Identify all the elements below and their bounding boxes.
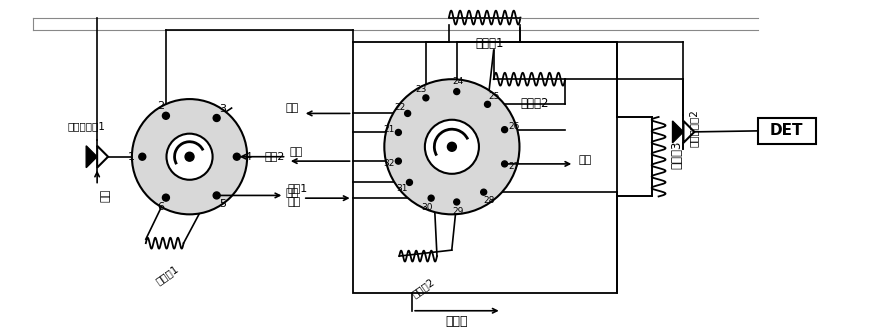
- Text: 32: 32: [383, 159, 394, 168]
- Circle shape: [395, 129, 401, 135]
- Circle shape: [501, 127, 508, 133]
- Circle shape: [425, 120, 479, 174]
- Circle shape: [162, 112, 169, 119]
- Text: 29: 29: [452, 208, 463, 216]
- Circle shape: [405, 111, 411, 117]
- Text: 28: 28: [484, 196, 495, 205]
- Text: 24: 24: [452, 77, 463, 86]
- Circle shape: [132, 99, 247, 214]
- Text: 30: 30: [422, 203, 433, 212]
- Text: 出口: 出口: [286, 104, 299, 114]
- Circle shape: [234, 153, 241, 160]
- Circle shape: [162, 194, 169, 201]
- Circle shape: [213, 115, 220, 122]
- Circle shape: [428, 195, 434, 201]
- Circle shape: [139, 153, 146, 160]
- Text: 1: 1: [128, 152, 135, 162]
- Circle shape: [501, 161, 508, 167]
- Text: 3: 3: [220, 104, 227, 114]
- Circle shape: [423, 95, 429, 101]
- Text: 23: 23: [416, 85, 427, 94]
- Text: 22: 22: [394, 103, 405, 112]
- Text: 4: 4: [244, 152, 251, 162]
- Text: 6: 6: [157, 202, 164, 212]
- Circle shape: [453, 89, 460, 95]
- Polygon shape: [672, 121, 684, 143]
- Circle shape: [395, 158, 401, 164]
- Text: 样品2: 样品2: [264, 151, 285, 161]
- Text: 样品1: 样品1: [287, 184, 308, 194]
- Circle shape: [453, 199, 460, 205]
- Text: 载气: 载气: [100, 189, 110, 202]
- Text: 入口: 入口: [286, 188, 299, 198]
- Text: 三通截止阀2: 三通截止阀2: [688, 109, 698, 147]
- Bar: [352, 42, 617, 293]
- Text: 21: 21: [383, 125, 394, 134]
- Circle shape: [485, 101, 491, 107]
- Text: 辅助气: 辅助气: [446, 315, 468, 328]
- Circle shape: [447, 142, 456, 151]
- Text: 2: 2: [157, 101, 164, 111]
- Text: 入口: 入口: [290, 147, 303, 157]
- Text: 25: 25: [488, 92, 500, 101]
- Circle shape: [167, 134, 213, 180]
- Text: 定量管1: 定量管1: [153, 263, 180, 286]
- Text: 色谱柱2: 色谱柱2: [520, 97, 548, 110]
- Text: 26: 26: [508, 122, 520, 131]
- Circle shape: [385, 79, 520, 214]
- Circle shape: [480, 189, 487, 195]
- Circle shape: [406, 179, 412, 185]
- Text: 定量管2: 定量管2: [410, 276, 436, 299]
- Text: 三通截止阀1: 三通截止阀1: [67, 121, 106, 131]
- Bar: [758, 118, 815, 144]
- Circle shape: [185, 152, 194, 161]
- Circle shape: [213, 192, 220, 199]
- Text: DET: DET: [770, 124, 804, 138]
- Text: 色谱柱1: 色谱柱1: [475, 38, 504, 50]
- Text: 出口: 出口: [287, 198, 301, 208]
- Text: 色谱柱3: 色谱柱3: [670, 140, 683, 169]
- Text: 5: 5: [220, 200, 227, 209]
- Text: 27: 27: [508, 162, 520, 171]
- Polygon shape: [86, 146, 97, 168]
- Text: 31: 31: [396, 184, 407, 193]
- Text: 排空: 排空: [578, 155, 591, 165]
